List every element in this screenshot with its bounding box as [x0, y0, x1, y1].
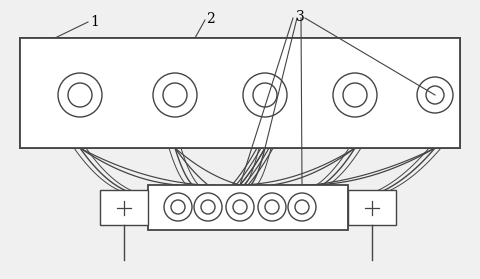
Bar: [20, 38, 460, 148]
Text: 1: 1: [91, 15, 99, 29]
Bar: [20, 38, 460, 148]
Bar: [148, 185, 348, 230]
Bar: [100, 190, 148, 225]
Bar: [348, 190, 396, 225]
Text: 3: 3: [296, 10, 304, 24]
Text: 2: 2: [205, 12, 215, 26]
